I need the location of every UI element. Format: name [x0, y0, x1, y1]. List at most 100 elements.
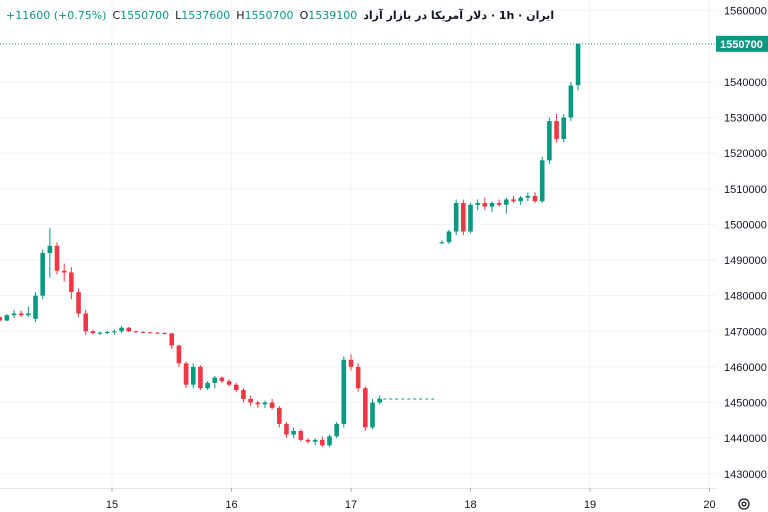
candle[interactable]	[532, 192, 538, 204]
candle[interactable]	[11, 309, 17, 318]
candle[interactable]	[83, 309, 89, 335]
candle[interactable]	[18, 310, 24, 318]
candle[interactable]	[147, 331, 153, 334]
candle[interactable]	[262, 400, 268, 408]
candle[interactable]	[241, 388, 246, 403]
candle[interactable]	[348, 354, 354, 371]
candle[interactable]	[489, 201, 495, 212]
candle-body	[355, 366, 361, 389]
candle[interactable]	[453, 199, 459, 236]
candle[interactable]	[561, 113, 567, 143]
candle[interactable]	[439, 240, 445, 244]
candle[interactable]	[104, 330, 110, 335]
candle[interactable]	[54, 242, 60, 275]
candle[interactable]	[511, 195, 516, 204]
candle[interactable]	[468, 203, 473, 234]
candle[interactable]	[119, 325, 124, 334]
candle[interactable]	[233, 382, 239, 392]
candle-body	[262, 402, 268, 405]
candle[interactable]	[61, 263, 67, 282]
candle-body	[255, 402, 261, 405]
candle-body	[18, 313, 24, 316]
legend-symbol: ایران · 1h · دلار آمریکا در بازار آزاد	[363, 9, 555, 22]
candle[interactable]	[169, 332, 175, 350]
candle[interactable]	[547, 117, 552, 164]
candle[interactable]	[126, 326, 132, 332]
candle[interactable]	[140, 331, 146, 334]
candle[interactable]	[90, 329, 96, 335]
candle[interactable]	[190, 363, 196, 389]
candle-body	[539, 160, 545, 202]
candle[interactable]	[568, 81, 574, 122]
candle[interactable]	[475, 199, 480, 211]
candle[interactable]	[363, 386, 368, 432]
candle[interactable]	[370, 398, 375, 430]
price-tick-label: 1510000	[724, 184, 767, 196]
candle[interactable]	[482, 197, 488, 211]
candle-body	[334, 423, 339, 437]
candle[interactable]	[155, 331, 160, 334]
candle[interactable]	[133, 330, 139, 334]
candle-body	[277, 407, 282, 424]
candle[interactable]	[298, 429, 304, 442]
candle-body	[341, 359, 347, 424]
candle[interactable]	[76, 288, 81, 318]
candle-body	[4, 315, 10, 321]
candle[interactable]	[327, 434, 332, 448]
candle[interactable]	[162, 332, 167, 335]
candle[interactable]	[320, 436, 325, 448]
candle[interactable]	[554, 113, 559, 143]
candle[interactable]	[33, 292, 38, 323]
candle[interactable]	[4, 314, 10, 322]
candle-body	[554, 121, 559, 139]
candle[interactable]	[284, 422, 289, 439]
candle[interactable]	[446, 229, 452, 244]
candle[interactable]	[212, 375, 218, 389]
candle[interactable]	[176, 344, 182, 367]
candle-body	[126, 327, 132, 332]
legend-l-value: 1537600	[181, 9, 231, 22]
candle[interactable]	[269, 398, 275, 410]
candle[interactable]	[496, 199, 502, 207]
candle[interactable]	[377, 395, 382, 405]
candle[interactable]	[291, 427, 296, 439]
candle[interactable]	[198, 365, 203, 391]
candle-body	[475, 203, 480, 205]
candle[interactable]	[47, 227, 53, 278]
candle-body	[320, 439, 325, 446]
candle[interactable]	[539, 156, 545, 204]
candle[interactable]	[504, 197, 509, 214]
price-tick-label: 1460000	[724, 362, 767, 374]
candle[interactable]	[461, 199, 466, 236]
candle[interactable]	[248, 395, 253, 407]
candle-body	[561, 117, 567, 139]
legend-o-value: 1539100	[308, 9, 358, 22]
candle[interactable]	[97, 331, 103, 335]
candle[interactable]	[355, 363, 361, 392]
candle[interactable]	[40, 249, 45, 300]
candle[interactable]	[525, 192, 531, 202]
candle[interactable]	[255, 400, 261, 408]
candle[interactable]	[341, 356, 347, 428]
price-tick-label: 1520000	[724, 148, 767, 160]
candle[interactable]	[575, 43, 581, 91]
gear-icon[interactable]	[738, 498, 750, 510]
candle[interactable]	[183, 361, 189, 389]
candle[interactable]	[518, 195, 523, 205]
candle[interactable]	[334, 422, 339, 439]
candle-body	[284, 423, 289, 435]
candle[interactable]	[0, 315, 2, 323]
candle[interactable]	[26, 306, 31, 318]
candle[interactable]	[112, 329, 117, 335]
candle[interactable]	[226, 379, 232, 387]
price-tick-label: 1440000	[724, 433, 767, 445]
candle-body	[525, 195, 531, 198]
candle[interactable]	[69, 267, 74, 300]
candle[interactable]	[205, 381, 210, 391]
candle[interactable]	[312, 438, 318, 446]
candle[interactable]	[305, 438, 311, 444]
candle[interactable]	[219, 376, 225, 383]
candle-body	[468, 204, 473, 232]
candle[interactable]	[277, 406, 282, 428]
